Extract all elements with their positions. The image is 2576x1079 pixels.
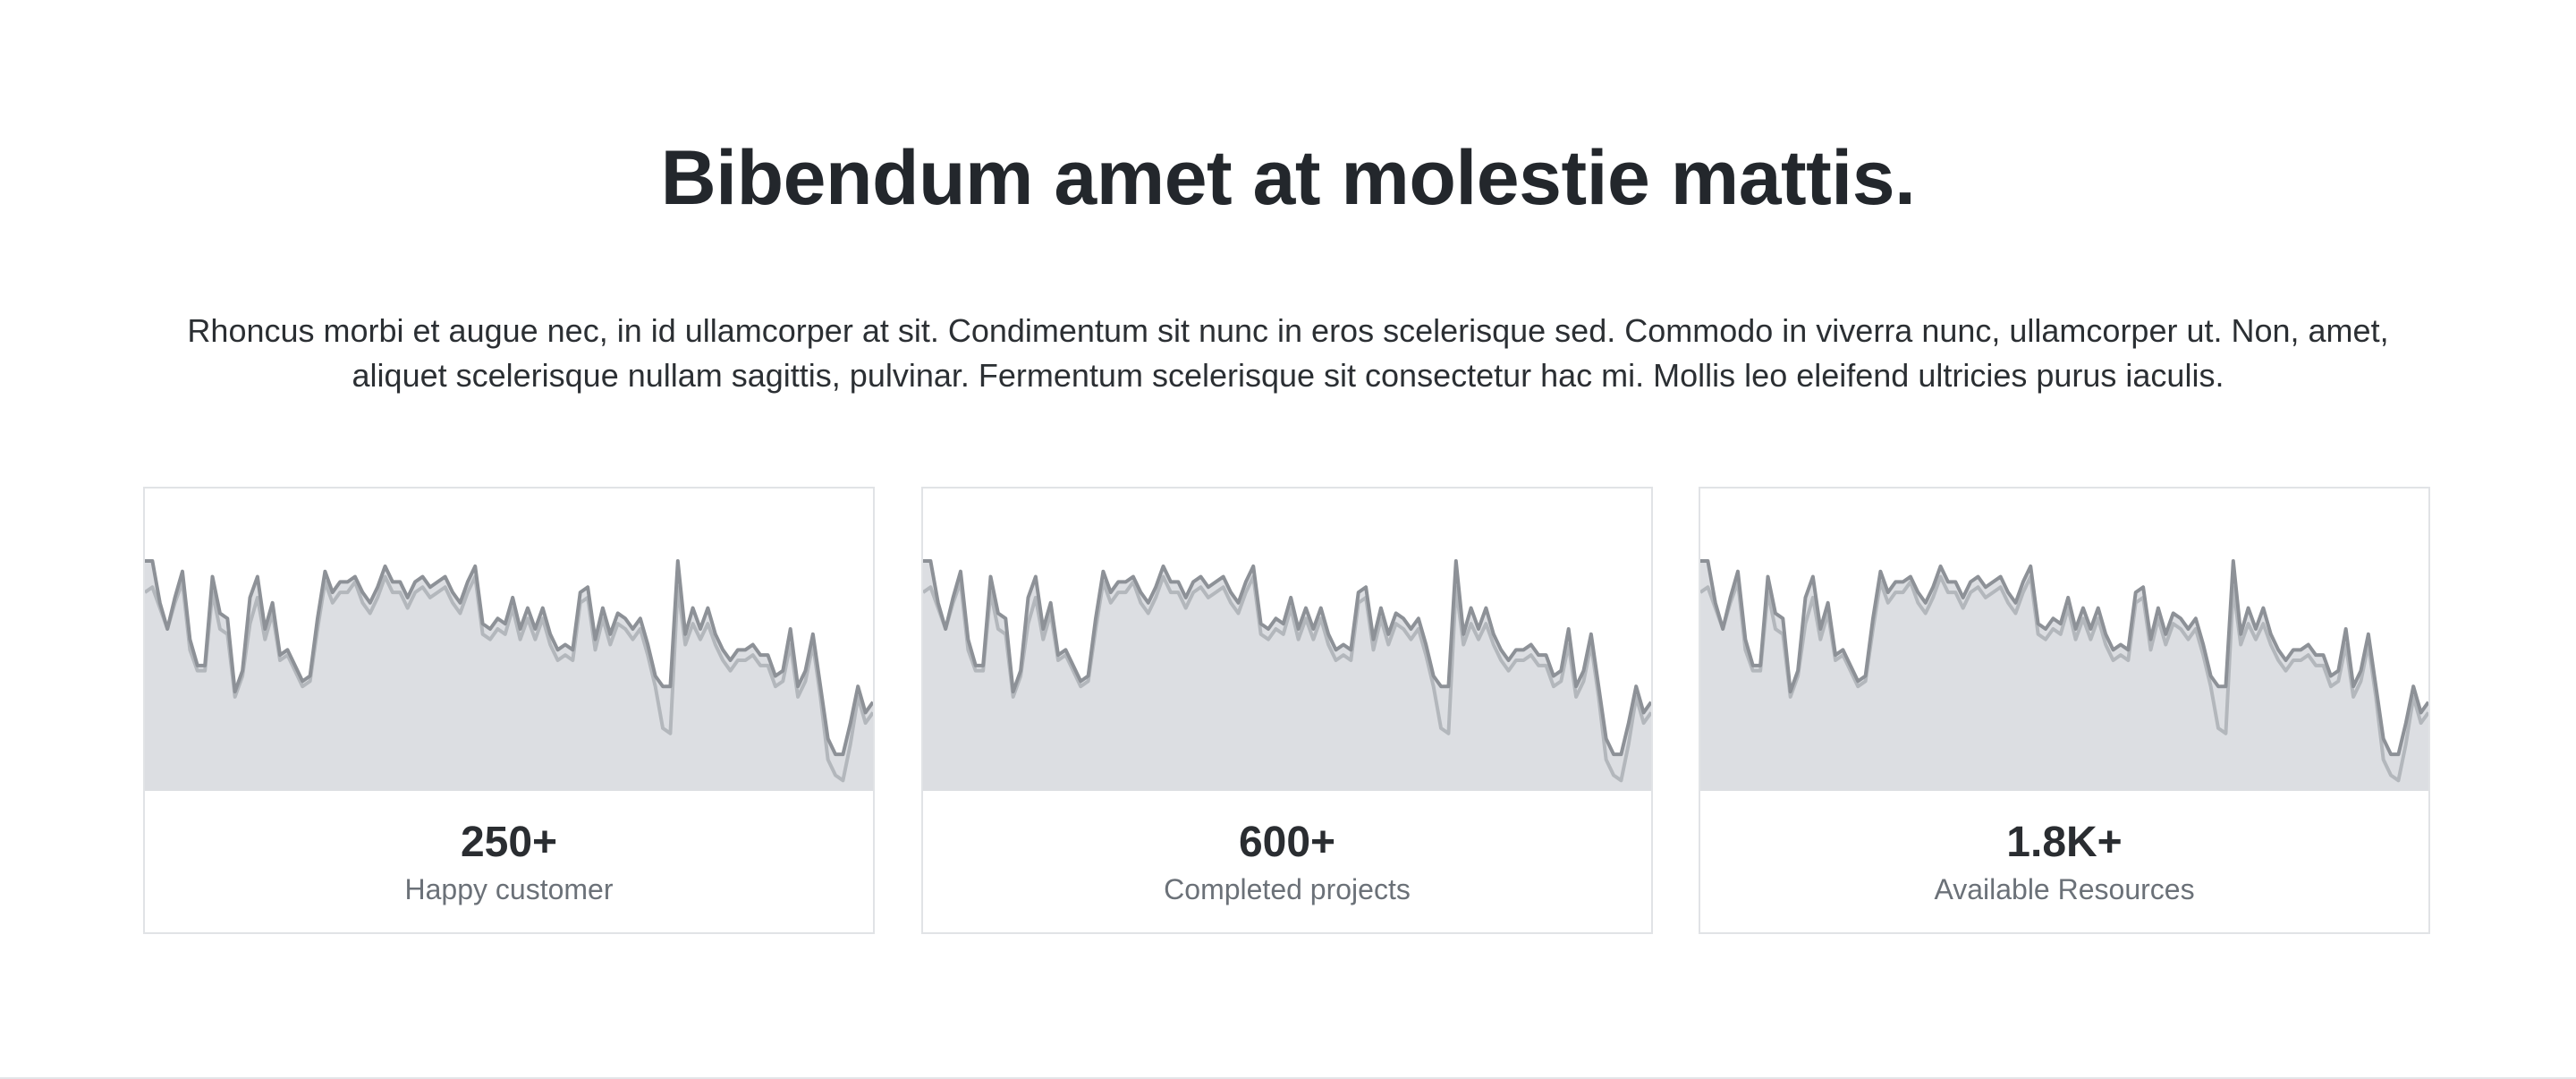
stat-value: 600+ (1238, 819, 1336, 866)
section-divider (0, 1077, 2576, 1079)
stat-card-customers: 250+ Happy customer (143, 487, 875, 934)
stat-value: 250+ (460, 819, 558, 866)
stat-label: Completed projects (1164, 873, 1411, 905)
sparkline-chart (145, 559, 873, 791)
stat-value: 1.8K+ (2006, 819, 2123, 866)
sparkline-line-primary (145, 559, 873, 757)
sparkline-chart (1700, 559, 2428, 791)
sparkline-chart (923, 559, 1651, 791)
stat-label: Happy customer (404, 873, 614, 905)
section-heading: Bibendum amet at molestie mattis. (660, 135, 1916, 221)
sparkline-area (145, 561, 873, 791)
section-description: Rhoncus morbi et augue nec, in id ullamc… (187, 312, 2389, 394)
sparkline-area (923, 561, 1651, 791)
sparkline-area (1700, 561, 2428, 791)
sparkline-line-secondary (923, 574, 1651, 783)
stat-card-resources: 1.8K+ Available Resources (1699, 487, 2430, 934)
sparkline-line-primary (923, 559, 1651, 757)
sparkline-line-primary (1700, 559, 2428, 757)
stat-card-projects: 600+ Completed projects (921, 487, 1653, 934)
sparkline-line-secondary (145, 574, 873, 783)
sparkline-line-secondary (1700, 574, 2428, 783)
stat-label: Available Resources (1934, 873, 2195, 905)
